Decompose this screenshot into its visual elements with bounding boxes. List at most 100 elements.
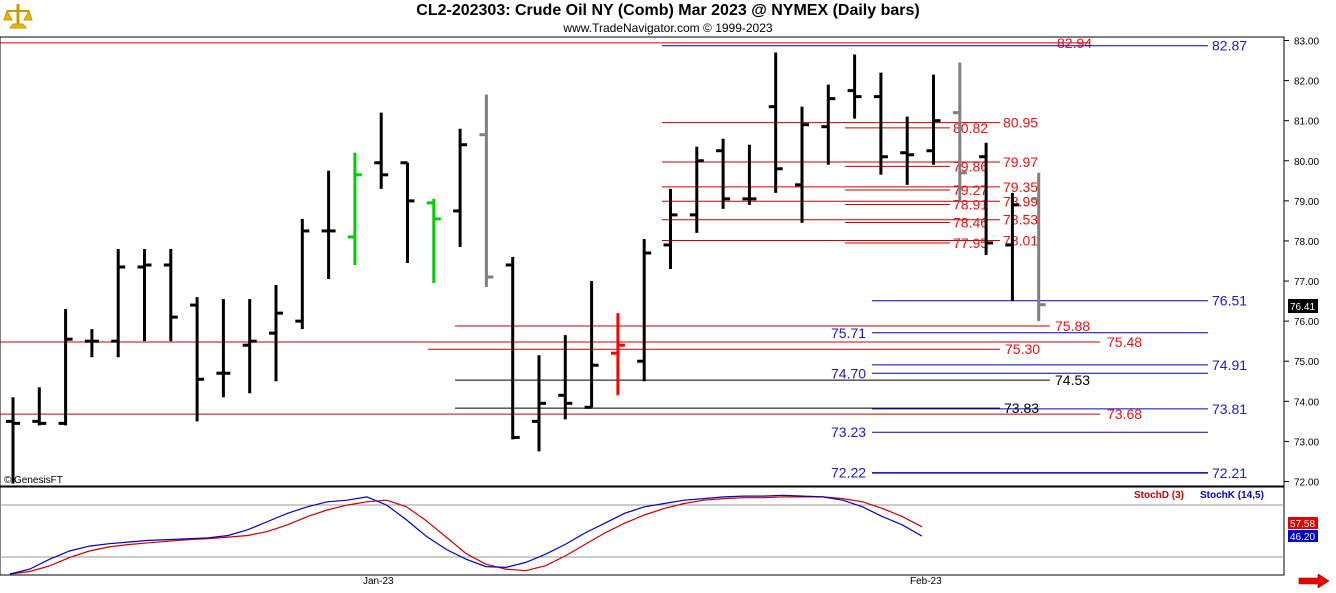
y-tick-label: 76.00: [1294, 317, 1319, 328]
stochd-value-tag: [1288, 517, 1318, 529]
stochastic-pane-border: [0, 486, 1285, 576]
watermark-copyright-icon: ©: [4, 475, 12, 486]
last-price-label: 76.41: [1290, 302, 1315, 313]
ohlc-bar: [321, 170, 336, 280]
ohlc-bar: [689, 146, 704, 233]
stoch-series-line: [9, 494, 923, 575]
chart-subtitle: www.TradeNavigator.com © 1999-2023: [563, 21, 773, 35]
level-label: 79.35: [1003, 179, 1038, 195]
y-tick-label: 73.00: [1294, 437, 1319, 448]
y-tick-label: 80.00: [1294, 157, 1319, 168]
level-label: 80.82: [953, 120, 988, 136]
scroll-right-arrow-icon[interactable]: [1298, 573, 1330, 593]
ohlc-bar: [584, 281, 599, 409]
ohlc-bar: [926, 74, 941, 165]
ohlc-bar: [295, 218, 310, 330]
ohlc-bar: [84, 329, 99, 358]
stochd-value-label: 57.58: [1290, 519, 1315, 530]
level-label: 76.51: [1212, 293, 1247, 309]
level-label: 78.46: [953, 215, 988, 231]
ohlc-bar: [505, 256, 520, 440]
level-label: 75.71: [831, 325, 866, 341]
ohlc-bar: [742, 144, 757, 205]
level-label: 72.22: [831, 465, 866, 481]
level-label: 73.23: [831, 424, 866, 440]
level-label: 79.27: [953, 182, 988, 198]
ohlc-bar: [374, 112, 389, 189]
level-label: 79.86: [953, 158, 988, 174]
ohlc-bar: [1031, 172, 1046, 322]
stochk-value-label: 46.20: [1290, 532, 1315, 543]
level-label: 78.99: [1003, 193, 1038, 209]
level-label: 80.95: [1003, 115, 1038, 131]
level-label: 74.70: [831, 365, 866, 381]
ohlc-bar: [190, 297, 205, 422]
y-tick-label: 72.00: [1294, 478, 1319, 489]
stochk-legend: StochK (14,5): [1200, 490, 1264, 501]
ohlc-bar: [795, 106, 809, 223]
ohlc-bar: [847, 54, 862, 119]
level-label: 82.94: [1057, 35, 1092, 51]
ohlc-bar: [58, 309, 73, 426]
ohlc-bar: [979, 142, 994, 255]
ohlc-bar: [900, 116, 915, 185]
ohlc-bar: [873, 72, 888, 175]
level-label: 78.91: [953, 196, 988, 212]
ohlc-bar: [111, 248, 126, 358]
level-label: 72.21: [1212, 465, 1247, 481]
ohlc-bar: [610, 313, 625, 396]
y-tick-label: 83.00: [1294, 37, 1319, 48]
ohlc-bar: [242, 299, 257, 394]
x-label-jan: Jan-23: [363, 576, 394, 587]
level-label: 82.87: [1212, 38, 1247, 54]
ohlc-bar: [216, 299, 231, 398]
y-tick-label: 81.00: [1294, 117, 1319, 128]
ohlc-bar: [479, 94, 494, 288]
ohlc-bar: [347, 152, 362, 266]
level-label: 73.83: [1004, 400, 1039, 416]
y-tick-label: 74.00: [1294, 397, 1319, 408]
ohlc-bar: [558, 335, 573, 420]
y-tick-label: 79.00: [1294, 197, 1319, 208]
level-label: 78.53: [1003, 212, 1038, 228]
y-tick-label: 82.00: [1294, 77, 1319, 88]
ohlc-bar: [637, 238, 652, 382]
level-label: 75.88: [1055, 318, 1090, 334]
watermark-label: GenesisFT: [14, 475, 63, 486]
ohlc-bar: [821, 84, 836, 165]
ohlc-bar: [400, 161, 415, 264]
ohlc-bar: [32, 387, 47, 426]
stochd-legend: StochD (3): [1134, 490, 1184, 501]
level-label: 79.97: [1003, 154, 1038, 170]
level-label: 73.68: [1107, 406, 1142, 422]
stoch-series-line: [9, 496, 923, 575]
ohlc-bar: [532, 355, 546, 452]
x-label-feb: Feb-23: [910, 576, 942, 587]
ohlc-bar: [716, 138, 731, 209]
chart-title: CL2-202303: Crude Oil NY (Comb) Mar 2023…: [416, 2, 920, 19]
ohlc-bar: [6, 397, 20, 484]
ohlc-bar: [663, 188, 678, 270]
level-label: 75.48: [1107, 334, 1142, 350]
ohlc-bar: [768, 52, 783, 193]
ohlc-bar: [426, 198, 441, 284]
ohlc-bar: [137, 248, 152, 342]
ohlc-bar: [163, 248, 178, 342]
ohlc-bar: [1005, 192, 1020, 302]
y-tick-label: 75.00: [1294, 357, 1319, 368]
level-label: 77.95: [953, 235, 988, 251]
level-label: 74.91: [1212, 357, 1247, 373]
level-label: 75.30: [1005, 341, 1040, 357]
ohlc-bar: [269, 285, 283, 382]
last-price-tag: [1288, 299, 1318, 313]
level-label: 73.81: [1212, 401, 1247, 417]
level-label: 74.53: [1055, 372, 1090, 388]
y-tick-label: 78.00: [1294, 237, 1319, 248]
price-pane-border: [0, 36, 1285, 487]
y-tick-label: 77.00: [1294, 277, 1319, 288]
ohlc-bar: [453, 128, 468, 247]
ohlc-bar: [952, 62, 967, 201]
tradenavigator-logo-icon: [3, 3, 33, 36]
stochk-value-tag: [1288, 530, 1318, 542]
